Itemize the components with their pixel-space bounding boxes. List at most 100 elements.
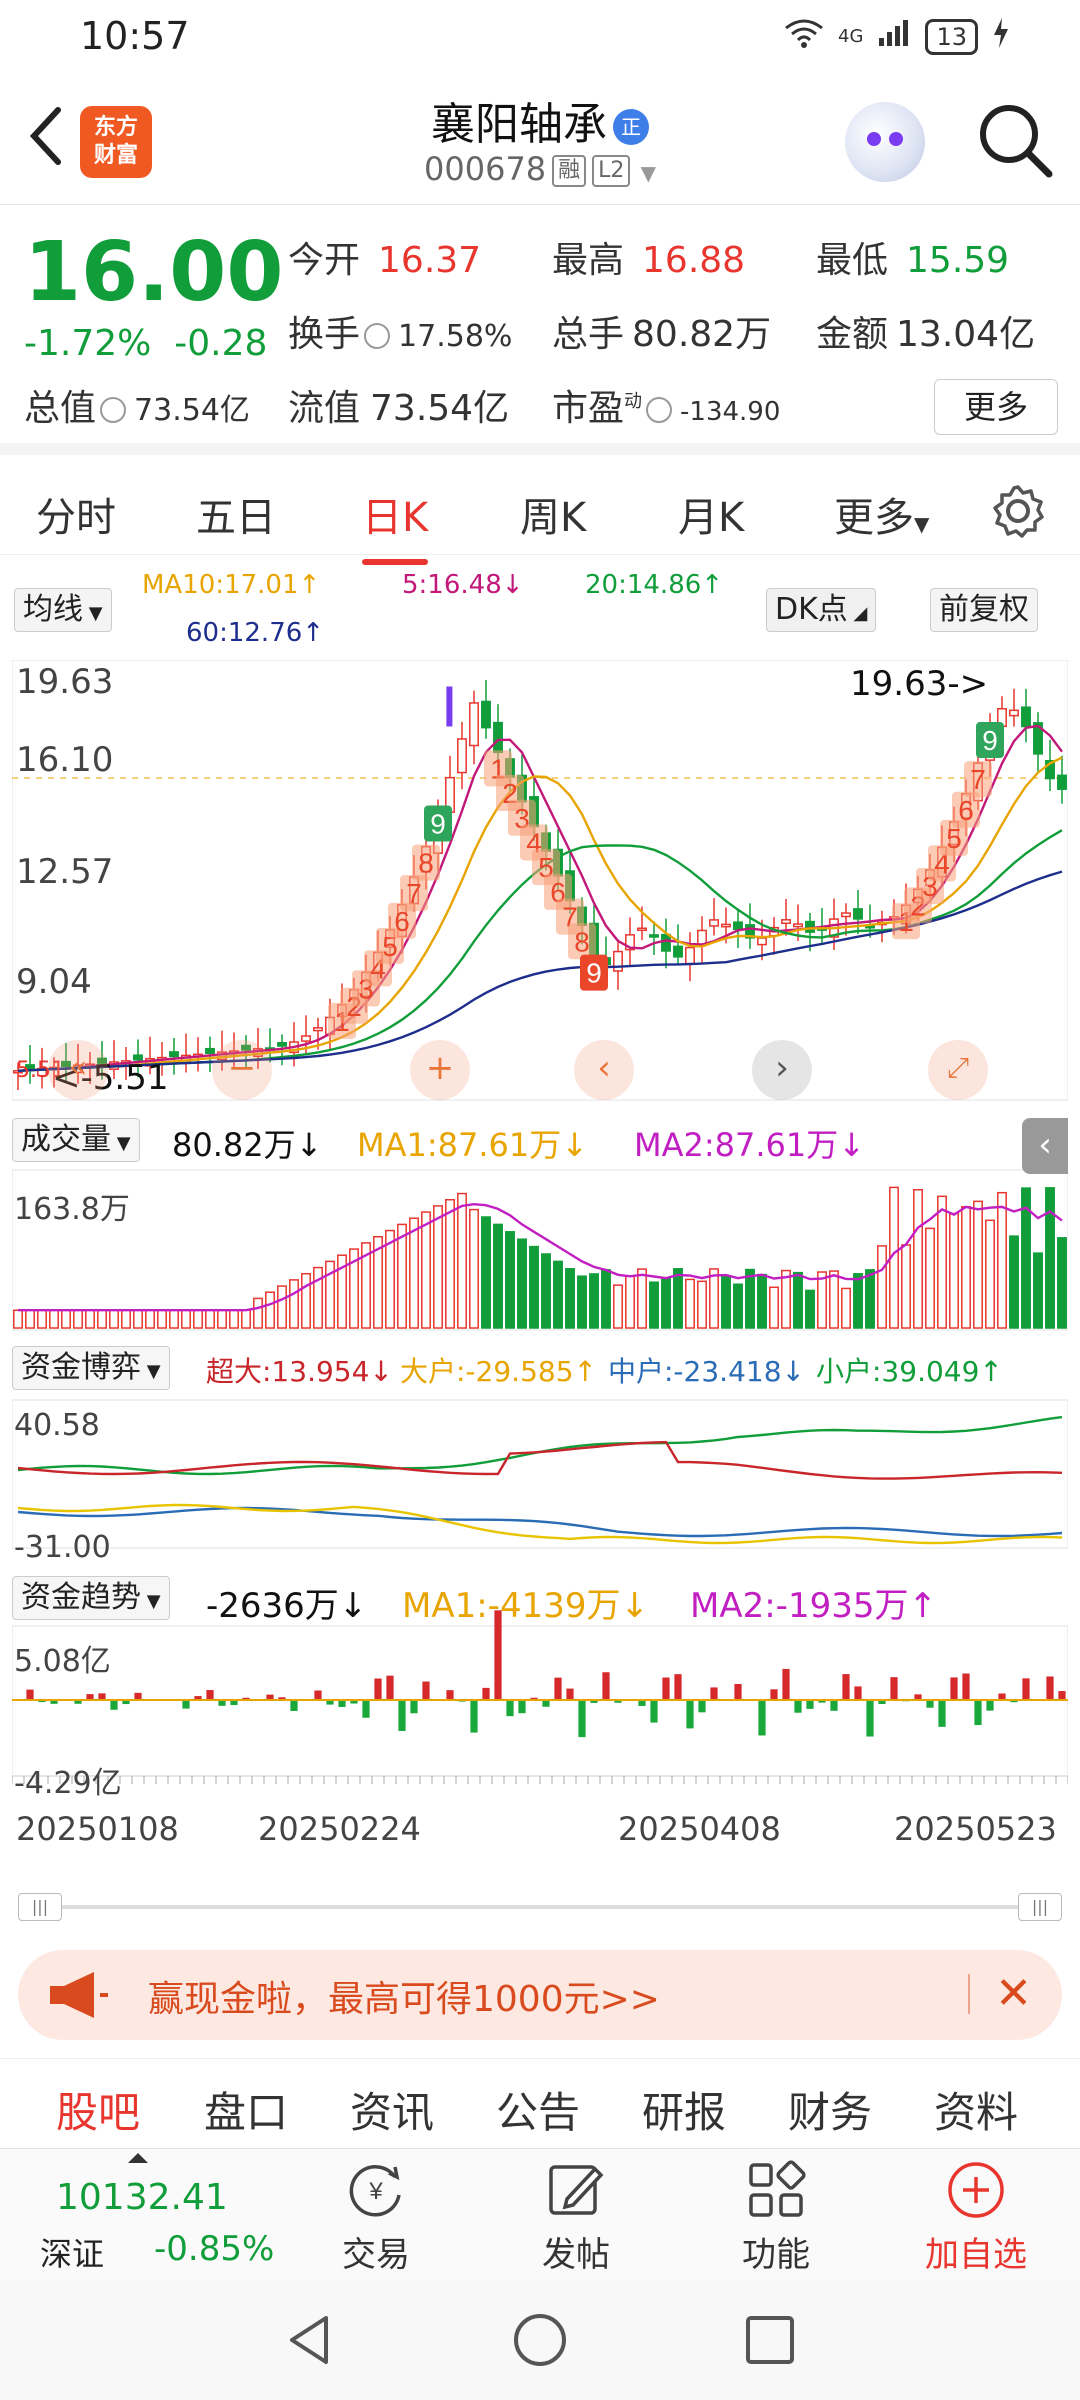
chart-tabs: 分时 五日 日K 周K 月K 更多▼	[0, 455, 1080, 565]
svg-text:7: 7	[970, 764, 986, 795]
grid-icon	[749, 2160, 806, 2217]
scroll-handle-right[interactable]: |||	[1018, 1893, 1062, 1921]
function-button[interactable]: 功能	[706, 2159, 846, 2276]
fast-backward-button[interactable]: «	[48, 1040, 108, 1100]
volume-select[interactable]: 成交量 ▼	[12, 1118, 140, 1162]
post-button[interactable]: 发帖	[506, 2159, 646, 2276]
tab-finance[interactable]: 财务	[788, 2088, 873, 2137]
chart-settings-button[interactable]	[990, 483, 1046, 539]
zoom-out-button[interactable]: −	[212, 1040, 272, 1100]
system-nav-bar	[0, 2280, 1080, 2400]
assistant-robot-icon[interactable]	[845, 102, 925, 182]
turnover-field: 换手 17.58%	[288, 314, 513, 355]
tab-research[interactable]: 研报	[642, 2088, 727, 2137]
app-logo[interactable]: 东方 财富	[80, 106, 152, 178]
nav-back-icon[interactable]	[280, 2310, 340, 2370]
change-percent: -1.72%	[24, 323, 152, 364]
battery-icon: 13	[925, 18, 978, 55]
low-marker: <-5.51	[52, 1058, 169, 1098]
tab-more[interactable]: 更多▼	[834, 495, 930, 541]
kline-svg[interactable]: 12345678912345678912345679	[11, 659, 1080, 1880]
trend-select[interactable]: 资金趋势 ▼	[12, 1576, 170, 1620]
change-amount: -0.28	[174, 323, 268, 364]
indicator-select[interactable]: 均线 ▼	[14, 588, 112, 632]
svg-text:6: 6	[958, 795, 974, 826]
y-label-2: 16.10	[16, 740, 114, 780]
scroll-handle-left[interactable]: |||	[18, 1893, 62, 1921]
nav-recents-icon[interactable]	[740, 2310, 800, 2370]
tab-forum[interactable]: 股吧	[56, 2088, 141, 2137]
edit-icon	[549, 2165, 604, 2215]
tab-daily-k[interactable]: 日K	[362, 485, 429, 565]
move-left-button[interactable]: ‹	[574, 1040, 634, 1100]
logo-line-2: 财富	[93, 143, 138, 168]
gear-icon	[993, 485, 1044, 538]
ma10-value: MA10:17.01↑	[142, 570, 321, 600]
total-cap-field: 总值 73.54亿	[24, 388, 250, 429]
pe-field: 市盈动 -134.90	[552, 388, 781, 429]
tab-profile[interactable]: 资料	[934, 2088, 1019, 2137]
tab-weekly-k[interactable]: 周K	[520, 495, 587, 541]
back-button[interactable]	[26, 106, 66, 166]
tab-announcement[interactable]: 公告	[496, 2088, 581, 2137]
svg-text:8: 8	[418, 848, 434, 879]
dropdown-triangle-icon: ▼	[914, 512, 930, 536]
fullscreen-button[interactable]: ⤢	[928, 1040, 988, 1100]
verified-badge: 正	[613, 109, 649, 145]
index-ticker[interactable]: 10132.41 深证 -0.85%	[0, 2149, 300, 2281]
current-price: 16.00	[24, 225, 284, 320]
fund-select[interactable]: 资金博弈 ▼	[12, 1346, 170, 1390]
y-label-1: 19.63	[16, 662, 114, 702]
nav-home-icon[interactable]	[510, 2310, 570, 2370]
trade-button[interactable]: ¥ 交易	[306, 2159, 446, 2276]
index-pct: -0.85%	[154, 2229, 275, 2269]
low-field: 最低 15.59	[816, 240, 1010, 281]
banner-text: 赢现金啦，最高可得1000元>>	[148, 1979, 660, 2020]
chart-scrollbar[interactable]: ||| |||	[18, 1893, 1062, 1921]
svg-text:¥: ¥	[368, 2178, 383, 2205]
high-field: 最高 16.88	[552, 240, 746, 281]
fund-super: 超大:13.954↓	[206, 1355, 393, 1388]
index-name: 深证	[40, 2235, 105, 2273]
svg-text:6: 6	[394, 906, 410, 937]
expand-up-icon	[128, 2153, 148, 2163]
tab-orderbook[interactable]: 盘口	[204, 2088, 289, 2137]
trend-ma2: MA2:-1935万↑	[690, 1586, 937, 1626]
stock-code-line[interactable]: 000678 融 L2 ▼	[0, 150, 1080, 188]
margin-tag: 融	[552, 155, 587, 187]
ma20-value: 20:14.86↑	[585, 570, 724, 600]
add-circle-icon	[948, 2162, 1004, 2218]
more-quote-button[interactable]: 更多	[934, 379, 1058, 435]
logo-line-1: 东方	[93, 115, 138, 140]
date-label-1: 20250108	[16, 1810, 179, 1848]
zoom-in-button[interactable]: +	[410, 1040, 470, 1100]
dk-point-button[interactable]: DK点 ◢	[766, 588, 877, 632]
tab-minute[interactable]: 分时	[36, 495, 116, 541]
high-marker: 19.63->	[850, 664, 989, 704]
y-label-5: 5.51	[16, 1058, 65, 1083]
promo-banner[interactable]: 赢现金啦，最高可得1000元>> ✕	[18, 1950, 1062, 2040]
price-change: -1.72% -0.28	[24, 323, 267, 364]
add-watchlist-button[interactable]: 加自选	[906, 2159, 1046, 2276]
info-icon	[646, 397, 673, 423]
adjust-select[interactable]: 前复权	[930, 588, 1038, 632]
volume-value: 80.82万↓	[172, 1126, 323, 1164]
trend-min-label: -4.29亿	[14, 1766, 122, 1801]
banner-close-icon[interactable]: ✕	[995, 1968, 1032, 2019]
index-value: 10132.41	[56, 2177, 228, 2218]
tab-five-day[interactable]: 五日	[196, 495, 276, 541]
svg-text:5: 5	[946, 823, 962, 854]
tab-monthly-k[interactable]: 月K	[678, 495, 745, 541]
search-button[interactable]	[975, 100, 1055, 180]
status-time: 10:57	[80, 14, 190, 58]
collapse-panel-button[interactable]: ‹	[1022, 1118, 1068, 1174]
y-label-4: 9.04	[16, 962, 92, 1002]
stock-header: 东方 财富 襄阳轴承正 000678 融 L2 ▼	[0, 70, 1080, 205]
stock-chart[interactable]: 12345678912345678912345679 19.63 16.10 1…	[11, 659, 1080, 1880]
network-label: 4G	[838, 26, 864, 47]
tab-news[interactable]: 资讯	[350, 2088, 435, 2137]
date-label-2: 20250224	[258, 1810, 421, 1848]
svg-text:9: 9	[430, 809, 446, 840]
volume-field: 总手 80.82万	[552, 314, 772, 355]
move-right-button[interactable]: ›	[752, 1040, 812, 1100]
